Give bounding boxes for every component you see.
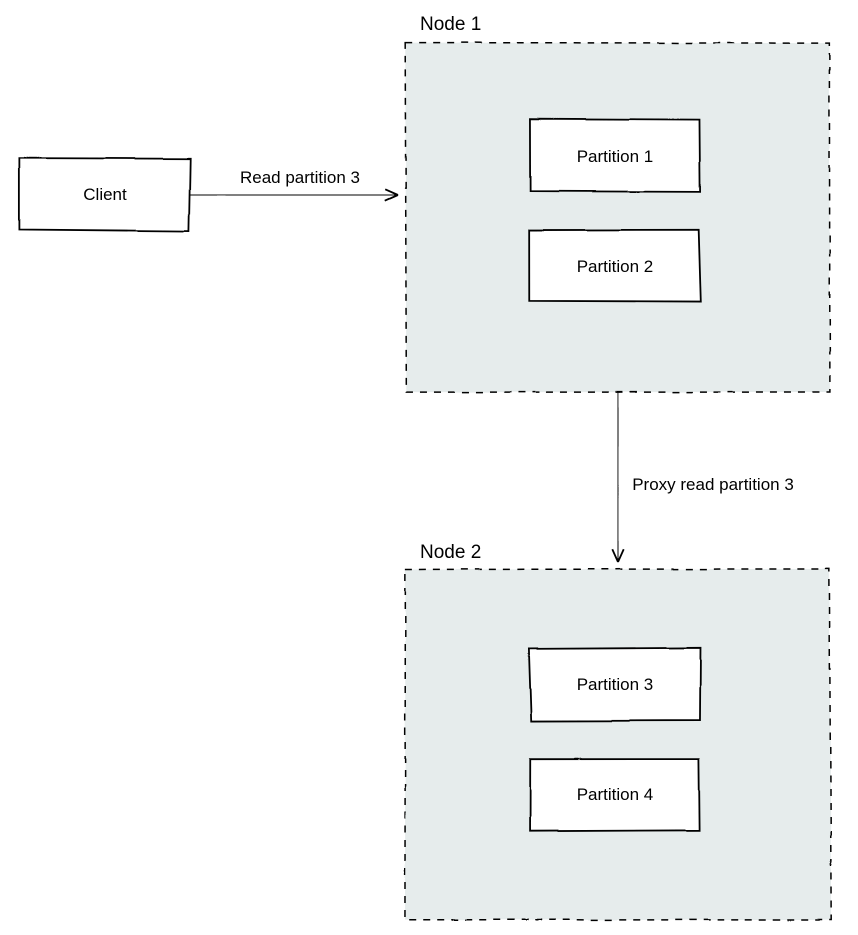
edge-e2: Proxy read partition 3 [612, 392, 794, 562]
node1-container: Node 1 [405, 14, 830, 392]
p2-label: Partition 2 [577, 257, 654, 276]
node2-title: Node 2 [420, 542, 481, 563]
client-box: Client [19, 158, 190, 231]
edge-e1: Read partition 3 [190, 168, 398, 201]
p4-box: Partition 4 [530, 759, 700, 831]
p3-label: Partition 3 [577, 675, 654, 694]
p1-box: Partition 1 [530, 119, 700, 192]
p4-label: Partition 4 [577, 785, 654, 804]
edge-e2-label: Proxy read partition 3 [632, 475, 794, 494]
node1-title: Node 1 [420, 14, 481, 35]
architecture-diagram: Node 1 Node 2 Client Partition 1 Partition 2… [0, 0, 858, 935]
edge-e1-label: Read partition 3 [240, 168, 360, 187]
p1-label: Partition 1 [577, 147, 654, 166]
node2-container: Node 2 [405, 542, 831, 920]
client-label: Client [83, 185, 127, 204]
p3-box: Partition 3 [529, 648, 701, 721]
p2-box: Partition 2 [529, 230, 701, 302]
